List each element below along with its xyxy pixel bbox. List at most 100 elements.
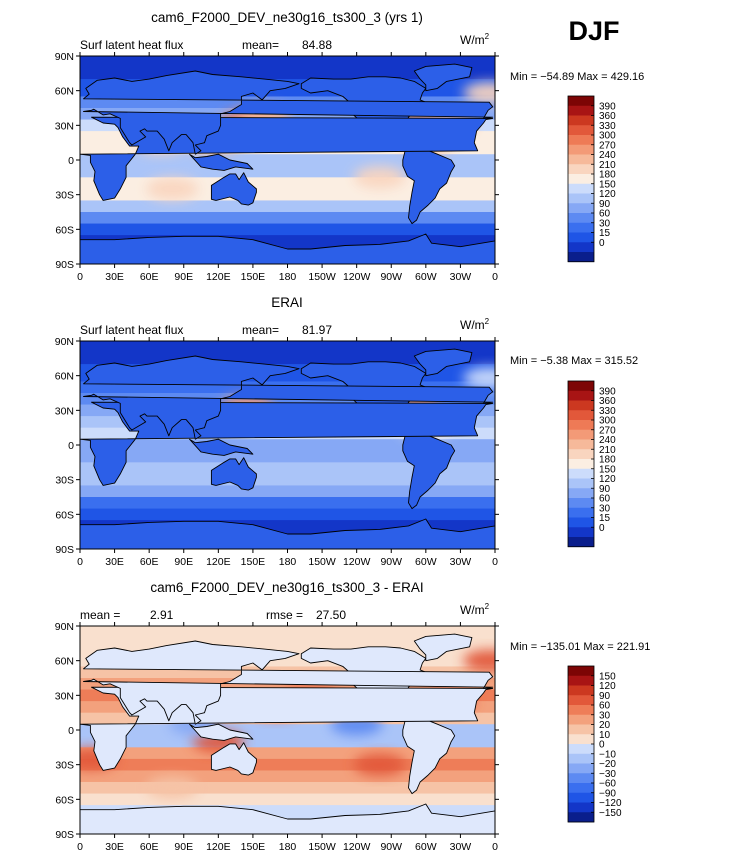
colorbar-label: 90 [599, 484, 611, 495]
units-base: W/m [460, 603, 485, 617]
colorbar-box [568, 488, 594, 499]
colorbar-box [568, 115, 594, 126]
lat-tick-label: 90S [55, 829, 74, 841]
lon-tick-label: 90W [380, 271, 402, 283]
colorbar-box [568, 390, 594, 401]
colorbar-label: −60 [599, 779, 616, 790]
lon-tick-label: 30E [105, 271, 124, 283]
lon-axis: 0 30E 60E 90E 120E 150E 180 150W 120W 90W 60W 30W 0 [77, 337, 498, 568]
colorbar-label: 270 [599, 140, 616, 151]
mean-label: mean = [80, 608, 120, 622]
colorbar-frame [567, 380, 595, 548]
colorbar-box [568, 802, 594, 813]
continent-greenland [413, 348, 473, 377]
mean-value: 84.88 [302, 38, 332, 52]
variable-label: Surf latent heat flux [80, 323, 183, 337]
colorbar-label: 20 [599, 720, 611, 731]
lon-tick-label: 180 [279, 556, 297, 568]
lon-tick-label: 30E [105, 841, 124, 853]
lat-tick-label: 90N [55, 336, 74, 348]
continent-africa [80, 686, 494, 771]
mean-label: mean= [242, 323, 279, 337]
colorbar-label: 15 [599, 513, 611, 524]
continent-fill [80, 63, 495, 264]
colorbar-box [568, 410, 594, 421]
lon-tick-label: 150E [241, 556, 266, 568]
continent-antarctica [80, 233, 495, 264]
colorbar-box [568, 105, 594, 116]
lon-tick-label: 60E [140, 841, 159, 853]
lat-tick-label: 90N [55, 621, 74, 633]
lon-tick-label: 90W [380, 556, 402, 568]
lon-tick-label: 30W [450, 271, 472, 283]
map-field [80, 626, 495, 834]
lon-axis: 0 30E 60E 90E 120E 150E 180 150W 120W 90W 60W 30W 0 [77, 52, 498, 283]
colorbar-box [568, 252, 594, 263]
units-exponent: 2 [485, 317, 490, 326]
colorbar-box [568, 695, 594, 706]
continent-south-america [402, 146, 456, 225]
units-label: W/m2 [460, 317, 490, 332]
panel-reference: ERAI Surf latent heat flux mean= 81.97 W… [55, 295, 638, 568]
ocean-band [80, 473, 495, 486]
colorbar-label: −30 [599, 769, 616, 780]
continent-fill [80, 348, 495, 549]
lon-tick-label: 120W [343, 271, 371, 283]
colorbar-box [568, 498, 594, 509]
lon-tick-label: 30W [450, 556, 472, 568]
colorbar-box [568, 705, 594, 716]
colorbar-label: 150 [599, 671, 616, 682]
colorbar-box [568, 459, 594, 470]
panel-model: cam6_F2000_DEV_ne30g16_ts300_3 (yrs 1) S… [55, 10, 645, 283]
continent-australia [210, 457, 257, 491]
flux-hotspot [353, 166, 406, 189]
mean-label: mean= [242, 38, 279, 52]
colorbar-label: 120 [599, 189, 616, 200]
colorbar-box [568, 666, 594, 677]
units-base: W/m [460, 33, 485, 47]
colorbar-box [568, 753, 594, 764]
colorbar-label: 180 [599, 170, 616, 181]
colorbar-box [568, 773, 594, 784]
colorbar-label: 330 [599, 406, 616, 417]
lat-tick-label: 30S [55, 475, 74, 487]
lat-tick-label: 60N [55, 86, 74, 98]
colorbar-box [568, 507, 594, 518]
colorbar-box [568, 734, 594, 745]
colorbar-label: 180 [599, 455, 616, 466]
colorbar-label: −150 [599, 808, 622, 819]
lon-tick-label: 60W [415, 841, 437, 853]
continent-fill [80, 633, 495, 834]
lat-tick-label: 60N [55, 656, 74, 668]
continent-africa [80, 116, 494, 201]
ocean-band [80, 770, 495, 783]
lon-tick-label: 150W [308, 841, 336, 853]
colorbar-label: 120 [599, 681, 616, 692]
colorbar-label: 150 [599, 179, 616, 190]
lon-tick-label: 90E [174, 841, 193, 853]
ocean-band [80, 782, 495, 795]
lon-tick-label: 0 [492, 841, 498, 853]
colorbar-label: 240 [599, 435, 616, 446]
lon-tick-label: 120E [206, 271, 231, 283]
lon-tick-label: 30W [450, 841, 472, 853]
continent-south-america [402, 431, 456, 510]
continent-indonesia [189, 438, 254, 456]
colorbar-box [568, 242, 594, 253]
colorbar-label: 0 [599, 523, 605, 534]
lon-tick-label: 0 [492, 271, 498, 283]
colorbar-label: 90 [599, 199, 611, 210]
ocean-band [80, 497, 495, 510]
colorbar-label: 120 [599, 474, 616, 485]
continent-indonesia [189, 153, 254, 171]
lon-tick-label: 180 [279, 271, 297, 283]
colorbar-label: 390 [599, 386, 616, 397]
colorbar-box [568, 183, 594, 194]
lon-tick-label: 150W [308, 556, 336, 568]
lon-tick-label: 60E [140, 556, 159, 568]
lon-tick-label: 120E [206, 841, 231, 853]
